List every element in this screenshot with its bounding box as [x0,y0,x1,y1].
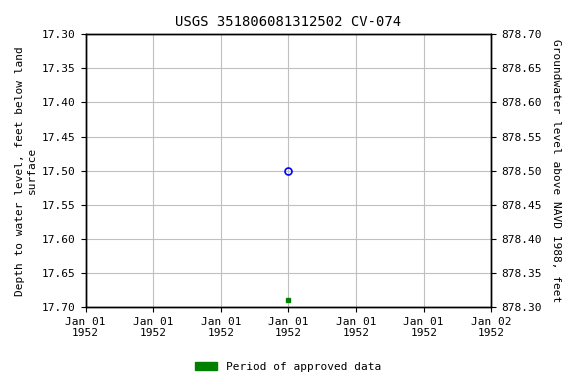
Y-axis label: Groundwater level above NAVD 1988, feet: Groundwater level above NAVD 1988, feet [551,39,561,302]
Legend: Period of approved data: Period of approved data [191,358,385,377]
Y-axis label: Depth to water level, feet below land
surface: Depth to water level, feet below land su… [15,46,37,296]
Title: USGS 351806081312502 CV-074: USGS 351806081312502 CV-074 [176,15,401,29]
